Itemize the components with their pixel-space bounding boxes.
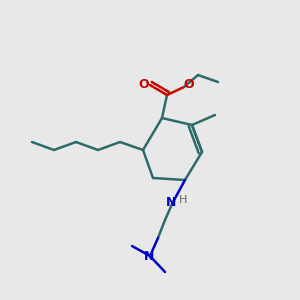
Text: H: H <box>179 195 187 205</box>
Text: O: O <box>184 77 194 91</box>
Text: O: O <box>139 79 149 92</box>
Text: N: N <box>166 196 176 208</box>
Text: N: N <box>144 250 154 262</box>
